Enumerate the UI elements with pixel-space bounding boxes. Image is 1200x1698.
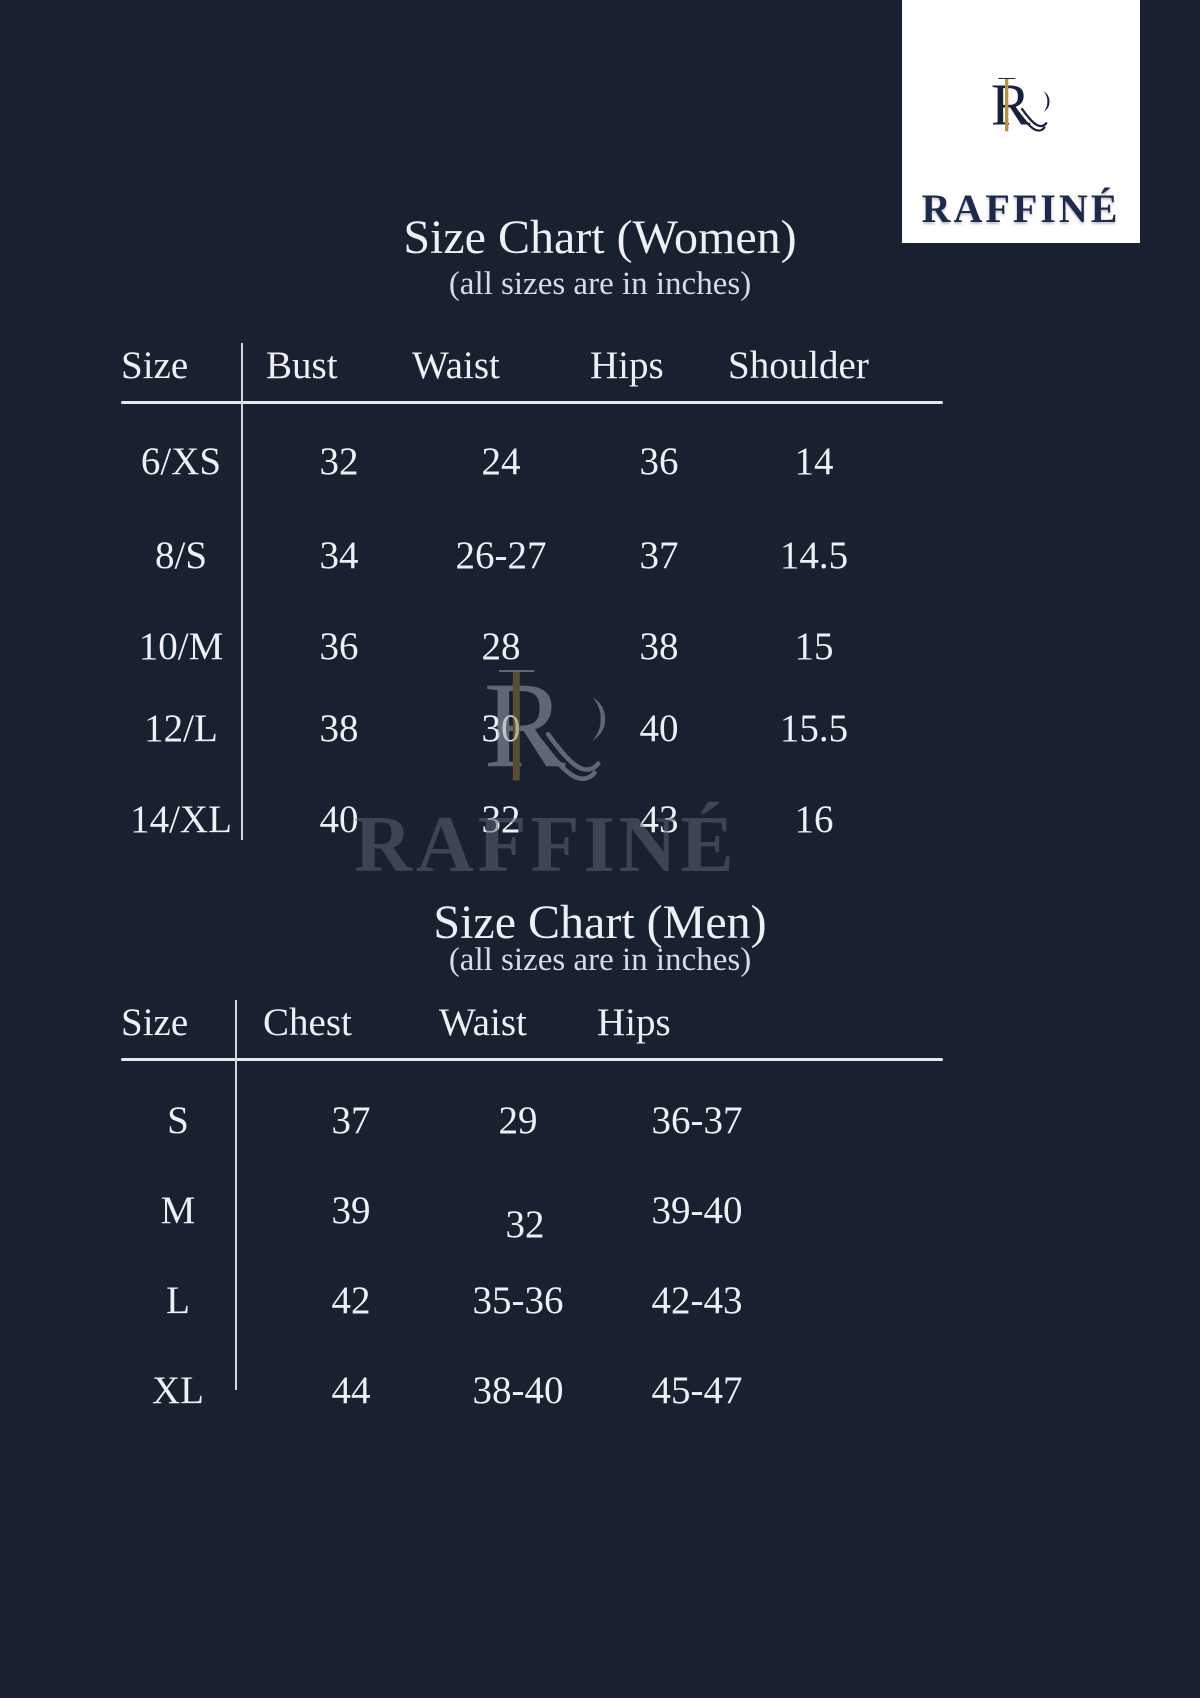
svg-text:R: R [484,670,566,786]
svg-text:R: R [991,78,1031,134]
